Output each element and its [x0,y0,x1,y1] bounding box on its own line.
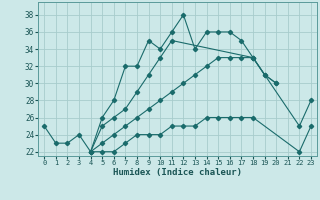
X-axis label: Humidex (Indice chaleur): Humidex (Indice chaleur) [113,168,242,177]
